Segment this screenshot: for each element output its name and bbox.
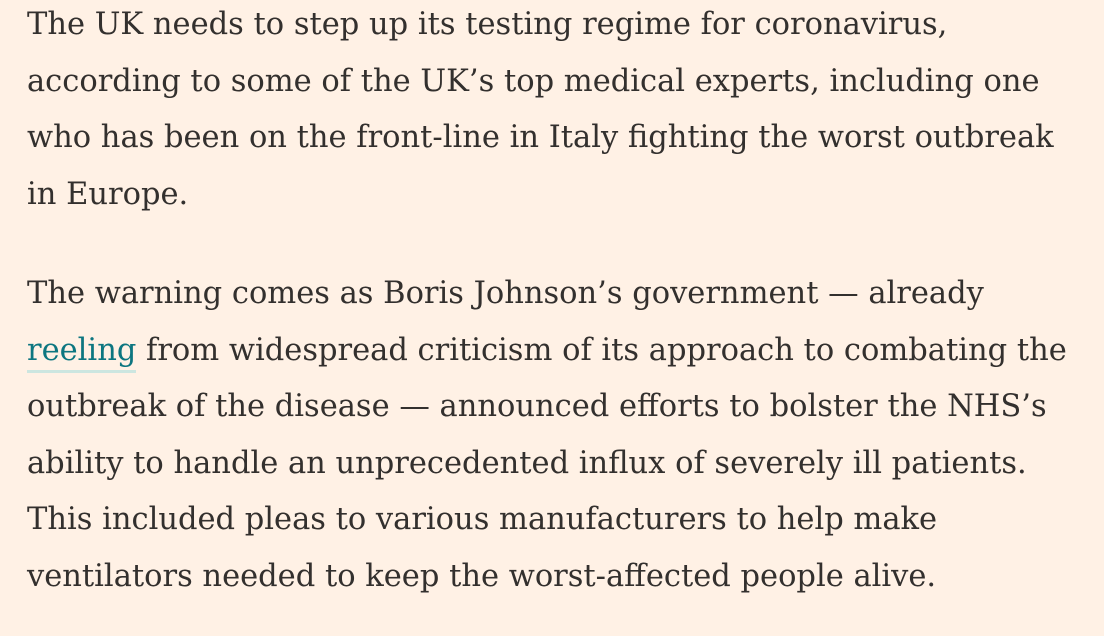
paragraph-line: who has been on the front-line in Italy … [27, 120, 1054, 155]
paragraph-2: The warning comes as Boris Johnson’s gov… [27, 266, 1099, 605]
paragraph-line: ability to handle an unprecedented influ… [27, 445, 1027, 481]
paragraph-line: The UK needs to step up its testing regi… [27, 7, 948, 42]
paragraph-line: in Europe. [27, 176, 189, 212]
paragraph-line-with-link: reeling from widespread criticism of its… [27, 323, 1099, 380]
paragraph-line: This included pleas to various manufactu… [27, 502, 938, 537]
paragraph-line-text: from widespread criticism of its approac… [136, 332, 1067, 368]
paragraph-1: The UK needs to step up its testing regi… [27, 0, 1099, 223]
reeling-link[interactable]: reeling [27, 332, 137, 373]
paragraph-line: The warning comes as Boris Johnson’s gov… [27, 276, 984, 311]
paragraph-line: outbreak of the disease — announced effo… [27, 389, 1047, 424]
paragraph-line: according to some of the UK’s top medica… [27, 63, 1040, 99]
paragraph-line: ventilators needed to keep the worst-aff… [27, 558, 937, 594]
